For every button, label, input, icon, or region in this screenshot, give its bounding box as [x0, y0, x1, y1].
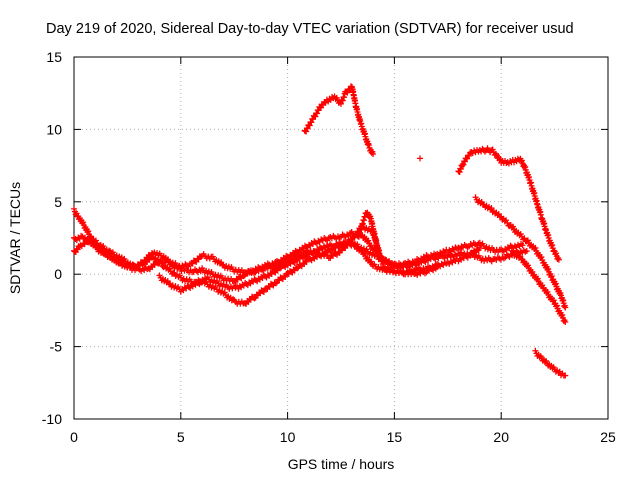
data-point	[344, 89, 351, 96]
series-outlier	[417, 155, 424, 162]
data-point	[503, 217, 510, 224]
data-point	[365, 142, 372, 149]
data-point	[562, 372, 569, 379]
data-point	[534, 275, 541, 282]
series-arc-late	[455, 145, 562, 263]
data-point	[524, 237, 531, 244]
data-point	[524, 262, 531, 269]
x-tick-label: 25	[600, 429, 616, 445]
data-point	[365, 237, 372, 244]
data-point	[562, 304, 569, 311]
data-point	[304, 125, 311, 132]
data-point	[71, 205, 77, 212]
data-point	[504, 219, 511, 226]
series-track-a	[71, 205, 526, 285]
y-tick-label: -10	[42, 411, 62, 427]
x-tick-label: 10	[280, 429, 296, 445]
grid	[74, 57, 608, 419]
data-point	[519, 242, 526, 249]
ticks: 0 5 10 15 20 25 -10 -5 0 5 10 15	[42, 49, 616, 445]
data-point	[376, 253, 383, 260]
data-point	[272, 280, 279, 287]
data-point	[85, 228, 92, 235]
data-point	[368, 258, 375, 265]
data-point	[304, 248, 311, 255]
series-decay-1	[472, 194, 569, 311]
data-point	[434, 263, 441, 270]
data-point	[368, 242, 375, 249]
data-point	[521, 235, 528, 242]
data-point	[532, 244, 539, 251]
data-point	[552, 280, 559, 287]
data-point	[251, 295, 258, 302]
data-point	[165, 280, 172, 287]
data-point	[230, 296, 237, 303]
series-track-d	[156, 238, 441, 308]
data-point	[313, 110, 320, 117]
y-tick-label: 15	[46, 49, 62, 65]
data-point	[351, 240, 358, 247]
data-point	[308, 119, 315, 126]
data-point	[400, 267, 407, 274]
series-decay-3	[532, 347, 569, 379]
data-point	[303, 128, 310, 135]
x-tick-label: 15	[387, 429, 403, 445]
data-point	[260, 288, 267, 295]
data-point	[548, 273, 555, 280]
data-point	[466, 152, 473, 159]
data-point	[112, 256, 119, 263]
data-point	[544, 288, 551, 295]
data-point	[361, 250, 368, 257]
x-tick-label: 0	[70, 429, 78, 445]
data-point	[170, 269, 177, 276]
data-point	[545, 265, 552, 272]
series-peak-ridge	[355, 209, 383, 261]
data-point	[517, 231, 524, 238]
y-tick-label: 10	[46, 121, 62, 137]
data-point	[518, 255, 525, 262]
data-point	[80, 219, 87, 226]
data-point	[553, 302, 560, 309]
data-point	[197, 253, 204, 260]
data-point	[370, 151, 377, 158]
data-point	[553, 250, 560, 257]
data-point	[559, 311, 566, 318]
y-tick-label: 0	[54, 266, 62, 282]
data-point	[538, 254, 545, 261]
data-point	[489, 146, 496, 153]
data-point	[495, 211, 502, 218]
data-point	[518, 157, 525, 164]
data-point	[303, 258, 310, 265]
data-point	[306, 122, 313, 129]
data-point	[294, 265, 301, 272]
series-decay-2	[508, 247, 569, 325]
y-tick-label: -5	[50, 339, 63, 355]
data-point	[155, 260, 162, 267]
data-point	[476, 245, 483, 252]
data-point	[523, 248, 530, 255]
data-point	[312, 113, 319, 120]
y-tick-label: 5	[54, 194, 62, 210]
data-point	[458, 249, 465, 256]
data-point	[282, 273, 289, 280]
x-tick-label: 5	[177, 429, 185, 445]
data-point	[555, 256, 562, 263]
data-point	[562, 318, 569, 325]
series-track-c	[71, 221, 483, 278]
y-axis-label: SDTVAR / TECUs	[7, 182, 23, 294]
data-point	[197, 268, 204, 275]
data-point	[550, 297, 557, 304]
x-tick-label: 20	[493, 429, 509, 445]
x-axis-label: GPS time / hours	[288, 456, 395, 472]
chart-title: Day 219 of 2020, Sidereal Day-to-day VTE…	[46, 21, 574, 37]
series-arc-noon	[301, 83, 377, 158]
data-point	[417, 155, 424, 162]
data-point	[509, 223, 516, 230]
data-points	[71, 83, 569, 379]
